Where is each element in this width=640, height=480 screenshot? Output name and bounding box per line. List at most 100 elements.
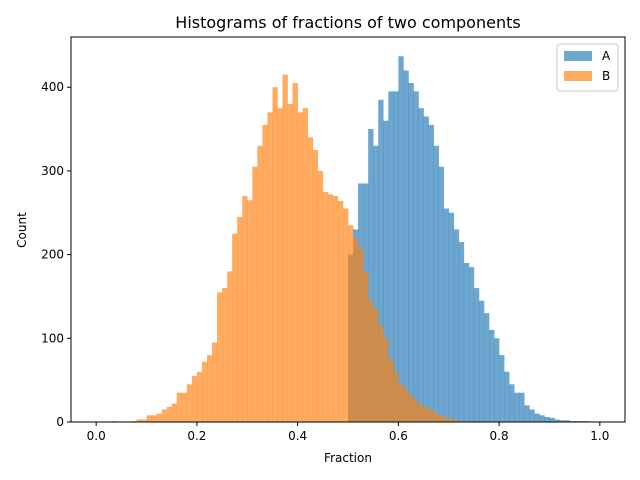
bar-A-65 <box>423 116 429 422</box>
bar-B-71 <box>453 420 460 422</box>
chart-title: Histograms of fractions of two component… <box>175 13 520 32</box>
legend-swatch-A <box>564 51 592 61</box>
bar-A-87 <box>534 413 540 422</box>
x-tick-label: 0.6 <box>389 429 408 443</box>
bar-B-10 <box>146 415 152 422</box>
legend: AB <box>556 43 619 92</box>
bar-A-55 <box>373 145 379 423</box>
bar-A-82 <box>509 384 515 422</box>
bar-B-61 <box>403 388 409 422</box>
bar-B-12 <box>156 413 162 422</box>
bar-A-74 <box>468 267 475 422</box>
x-axis-label: Fraction <box>324 451 372 465</box>
bar-B-43 <box>312 149 319 423</box>
x-tick-label: 0.0 <box>87 429 106 443</box>
bar-B-57 <box>383 338 389 422</box>
x-tick-label: 0.4 <box>288 429 307 443</box>
series-B <box>111 74 475 423</box>
bar-A-85 <box>524 405 530 422</box>
bar-B-25 <box>222 288 228 422</box>
bar-A-70 <box>448 212 455 422</box>
bar-A-54 <box>368 129 374 422</box>
bar-A-93 <box>564 420 570 422</box>
bar-A-81 <box>504 371 510 422</box>
axes: 0.0 0.2 0.4 0.6 0.8 1.0 0 100 200 300 400 <box>41 36 626 443</box>
bar-A-75 <box>473 288 480 422</box>
bar-B-46 <box>327 194 334 422</box>
bar-B-56 <box>378 325 384 422</box>
bar-B-30 <box>247 200 253 422</box>
legend-label-B: B <box>602 69 610 83</box>
bar-B-36 <box>277 108 283 422</box>
bar-B-38 <box>287 103 293 423</box>
bar-B-23 <box>212 342 218 422</box>
bar-B-16 <box>176 392 183 422</box>
bar-A-67 <box>433 145 439 423</box>
bar-B-33 <box>262 124 268 422</box>
bar-A-64 <box>418 108 424 422</box>
bar-B-8 <box>136 419 142 422</box>
bar-A-83 <box>514 392 520 422</box>
bar-B-9 <box>141 419 147 422</box>
bar-A-60 <box>398 56 404 422</box>
bar-B-29 <box>242 196 248 422</box>
bar-B-22 <box>206 355 213 422</box>
bar-B-60 <box>398 384 404 422</box>
bar-A-92 <box>559 420 565 422</box>
bar-A-91 <box>554 419 560 422</box>
bar-B-34 <box>267 112 273 422</box>
plot-area <box>111 56 591 423</box>
bar-B-27 <box>232 233 238 422</box>
bar-A-79 <box>494 338 500 422</box>
y-tick-label: 300 <box>41 164 64 178</box>
bar-A-69 <box>443 208 450 422</box>
bar-A-89 <box>544 416 550 422</box>
bar-B-19 <box>191 375 198 422</box>
bar-A-78 <box>489 329 495 422</box>
bar-B-31 <box>252 166 258 422</box>
y-tick-label: 100 <box>41 331 64 345</box>
bar-B-54 <box>368 300 374 422</box>
bar-A-84 <box>519 392 525 422</box>
axes-frame <box>70 36 626 423</box>
bar-A-66 <box>428 124 434 422</box>
bar-B-32 <box>257 145 263 423</box>
bar-A-86 <box>529 409 535 422</box>
y-tick-label: 200 <box>41 248 64 262</box>
bar-B-65 <box>423 406 429 422</box>
legend-label-A: A <box>602 49 611 63</box>
bar-A-73 <box>463 262 470 422</box>
legend-swatch-B <box>564 71 592 81</box>
bar-A-72 <box>458 242 465 422</box>
bar-B-53 <box>363 271 369 422</box>
bar-B-52 <box>358 247 364 422</box>
x-tick-label: 0.2 <box>187 429 206 443</box>
bar-B-48 <box>337 201 344 422</box>
bar-B-11 <box>151 415 157 422</box>
bar-B-69 <box>443 417 450 422</box>
bar-A-76 <box>478 300 485 422</box>
bar-B-62 <box>408 395 414 422</box>
bar-B-50 <box>348 225 354 422</box>
bar-B-20 <box>196 371 203 422</box>
bar-B-45 <box>322 191 329 422</box>
bar-B-13 <box>161 409 167 422</box>
y-tick-label: 0 <box>56 415 64 429</box>
x-tick-label: 1.0 <box>590 429 609 443</box>
bar-B-49 <box>342 208 349 422</box>
bar-A-57 <box>383 120 389 422</box>
bar-A-63 <box>413 91 419 423</box>
bar-A-59 <box>393 91 399 423</box>
bar-B-67 <box>433 413 439 422</box>
bar-B-51 <box>353 237 359 422</box>
bar-B-28 <box>237 216 243 422</box>
bar-B-40 <box>297 112 303 422</box>
bar-B-55 <box>373 309 379 422</box>
bar-A-61 <box>403 70 409 422</box>
bar-B-66 <box>428 409 434 422</box>
bar-A-62 <box>408 83 414 422</box>
bar-A-68 <box>438 166 444 422</box>
bar-B-26 <box>227 271 233 422</box>
bar-B-37 <box>282 74 288 422</box>
